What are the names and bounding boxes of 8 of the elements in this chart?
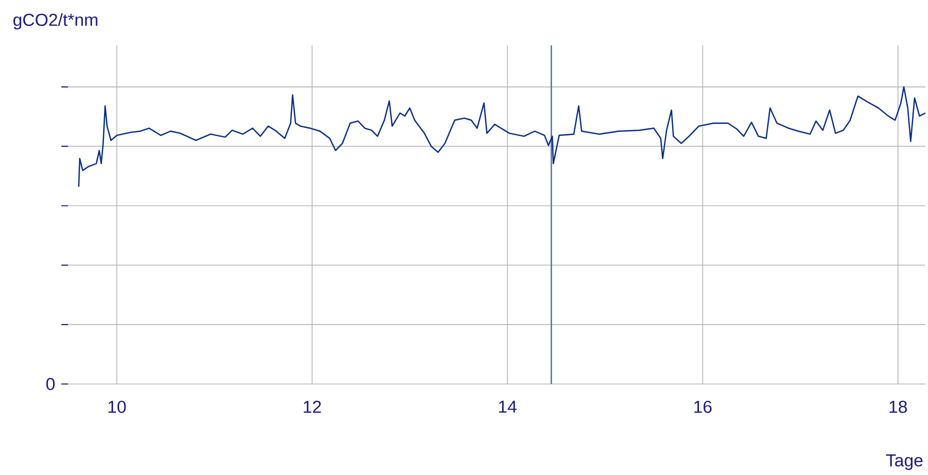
x-tick-label: 14: [499, 400, 517, 413]
text: 0: [46, 378, 55, 390]
x-tick-label: 12: [304, 400, 321, 413]
x-tick-label: 16: [694, 400, 712, 414]
x-axis-title: Tage: [886, 454, 923, 470]
x-tick-label: 10: [108, 400, 126, 414]
x-tick-label: 18: [890, 400, 907, 414]
y-axis-title: gCO2/t*nm: [13, 13, 98, 30]
